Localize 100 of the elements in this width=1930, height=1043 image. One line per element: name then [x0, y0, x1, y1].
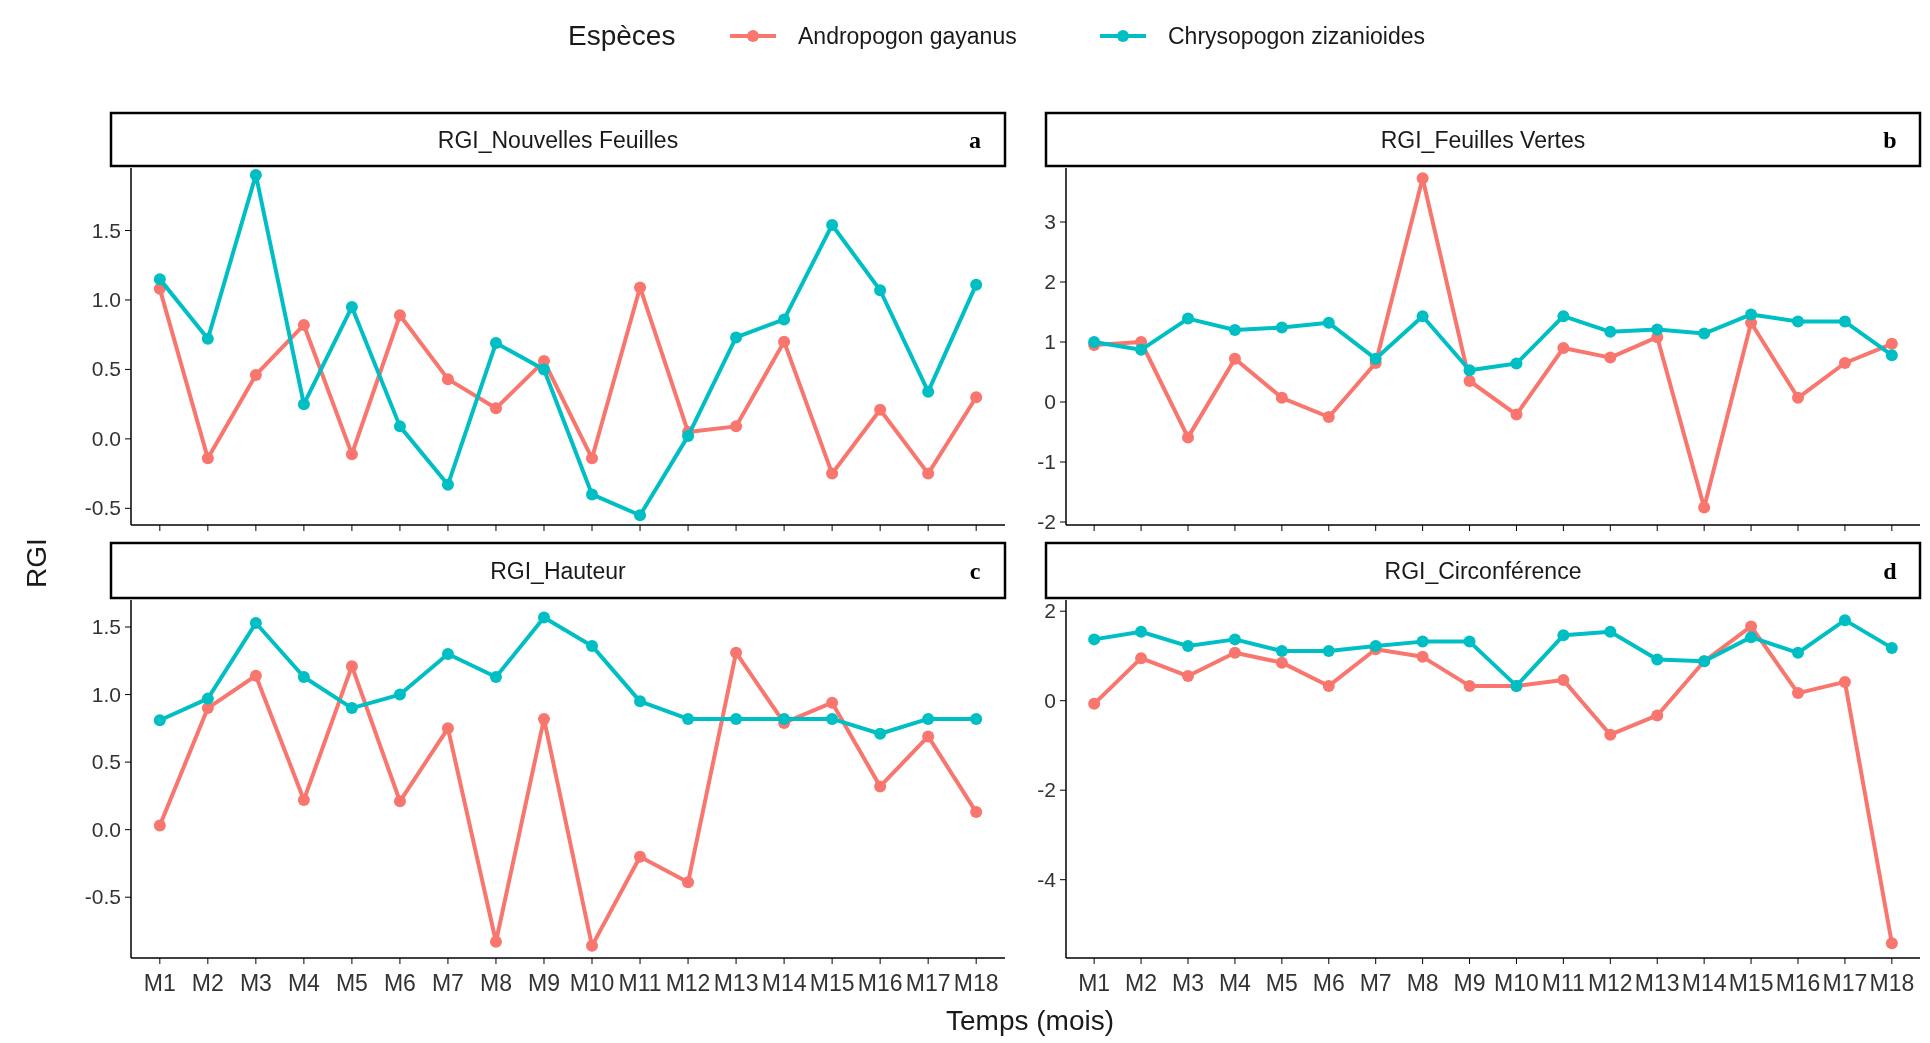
point — [1838, 357, 1851, 369]
point — [778, 335, 791, 348]
point — [201, 692, 214, 705]
x-tick-label: M16 — [857, 970, 903, 996]
x-tick-label: M16 — [1775, 970, 1821, 996]
x-tick-label: M18 — [953, 970, 999, 996]
y-tick-label: -4 — [1037, 867, 1057, 891]
text: a — [969, 126, 981, 153]
point — [441, 478, 454, 491]
x-tick-label: M9 — [528, 970, 560, 996]
point — [441, 373, 454, 386]
point — [1275, 321, 1288, 334]
point — [778, 712, 791, 725]
point — [1557, 674, 1570, 687]
point — [489, 402, 502, 415]
point — [1322, 316, 1335, 329]
point — [586, 939, 599, 952]
point — [1510, 357, 1523, 370]
point — [1182, 312, 1194, 325]
point — [1885, 641, 1898, 654]
point — [1792, 315, 1804, 328]
point — [393, 688, 406, 701]
point — [922, 467, 935, 480]
point — [970, 391, 983, 404]
point — [970, 278, 983, 291]
point — [1275, 645, 1288, 658]
point — [537, 611, 550, 624]
point — [249, 168, 262, 181]
point — [1885, 349, 1898, 362]
point — [682, 876, 695, 889]
point — [1838, 614, 1851, 627]
point — [922, 385, 935, 398]
x-axis-title: Temps (mois) — [945, 1005, 1115, 1036]
point — [634, 509, 647, 522]
point — [489, 935, 502, 948]
point — [586, 639, 599, 652]
x-tick-label: M1 — [1078, 970, 1111, 996]
point — [1416, 650, 1429, 663]
point — [1182, 431, 1194, 444]
text: d — [1883, 557, 1898, 584]
chart-title: RGI_Feuilles Vertes — [1380, 126, 1586, 153]
legend-title: Espèces — [568, 20, 676, 51]
y-tick-label: 2 — [1044, 270, 1056, 293]
point — [297, 318, 310, 331]
point — [1416, 310, 1429, 323]
point — [1463, 375, 1476, 387]
point — [874, 403, 887, 416]
x-tick-label: M8 — [1406, 970, 1439, 996]
point — [153, 819, 166, 832]
text: c — [969, 557, 981, 584]
point — [586, 452, 599, 465]
point — [634, 281, 647, 294]
y-tick-label: 1.5 — [91, 218, 121, 242]
x-tick-label: M18 — [1869, 970, 1915, 996]
point — [345, 300, 358, 313]
x-tick-label: M15 — [1728, 970, 1774, 996]
point — [1745, 620, 1758, 633]
x-tick-label: M6 — [383, 970, 416, 996]
x-tick-label: M10 — [1494, 970, 1539, 996]
point — [1792, 646, 1804, 659]
x-tick-label: M5 — [335, 970, 368, 996]
legend-label: Andropogon gayanus — [798, 23, 1017, 49]
y-tick-label: 1.5 — [91, 615, 121, 639]
point — [1463, 364, 1476, 377]
point — [970, 712, 983, 725]
point — [922, 712, 935, 725]
y-tick-label: -0.5 — [84, 885, 121, 909]
point — [201, 332, 214, 345]
legend-label: Chrysopogon zizanioides — [1168, 23, 1425, 49]
point — [1792, 391, 1804, 404]
point — [730, 712, 743, 725]
chart-title: RGI_Circonférence — [1384, 557, 1582, 584]
point — [1135, 652, 1148, 665]
x-tick-label: M2 — [191, 970, 224, 996]
point — [537, 363, 550, 376]
y-tick-label: 0.5 — [91, 357, 121, 381]
y-tick-label: 1.0 — [91, 682, 121, 706]
point — [682, 430, 695, 443]
point — [1792, 687, 1804, 700]
point — [634, 695, 647, 708]
x-tick-label: M14 — [1681, 970, 1727, 996]
x-tick-label: M9 — [1453, 970, 1486, 996]
chart-title: RGI_Hauteur — [490, 557, 627, 584]
point — [153, 273, 166, 286]
point — [1463, 635, 1476, 648]
y-tick-label: 3 — [1044, 210, 1056, 233]
x-tick-label: M6 — [1312, 970, 1345, 996]
point — [249, 368, 262, 381]
point — [345, 660, 358, 673]
point — [970, 806, 983, 819]
x-tick-label: M7 — [431, 970, 464, 996]
y-tick-label: -2 — [1037, 778, 1056, 802]
x-tick-label: M5 — [1265, 970, 1298, 996]
y-tick-label: 1.0 — [91, 287, 121, 311]
point — [1322, 679, 1335, 692]
y-tick-label: -1 — [1037, 450, 1056, 473]
x-tick-label: M12 — [1587, 970, 1633, 996]
point — [826, 696, 839, 709]
x-tick-label: M1 — [143, 970, 176, 996]
point — [1885, 337, 1898, 350]
